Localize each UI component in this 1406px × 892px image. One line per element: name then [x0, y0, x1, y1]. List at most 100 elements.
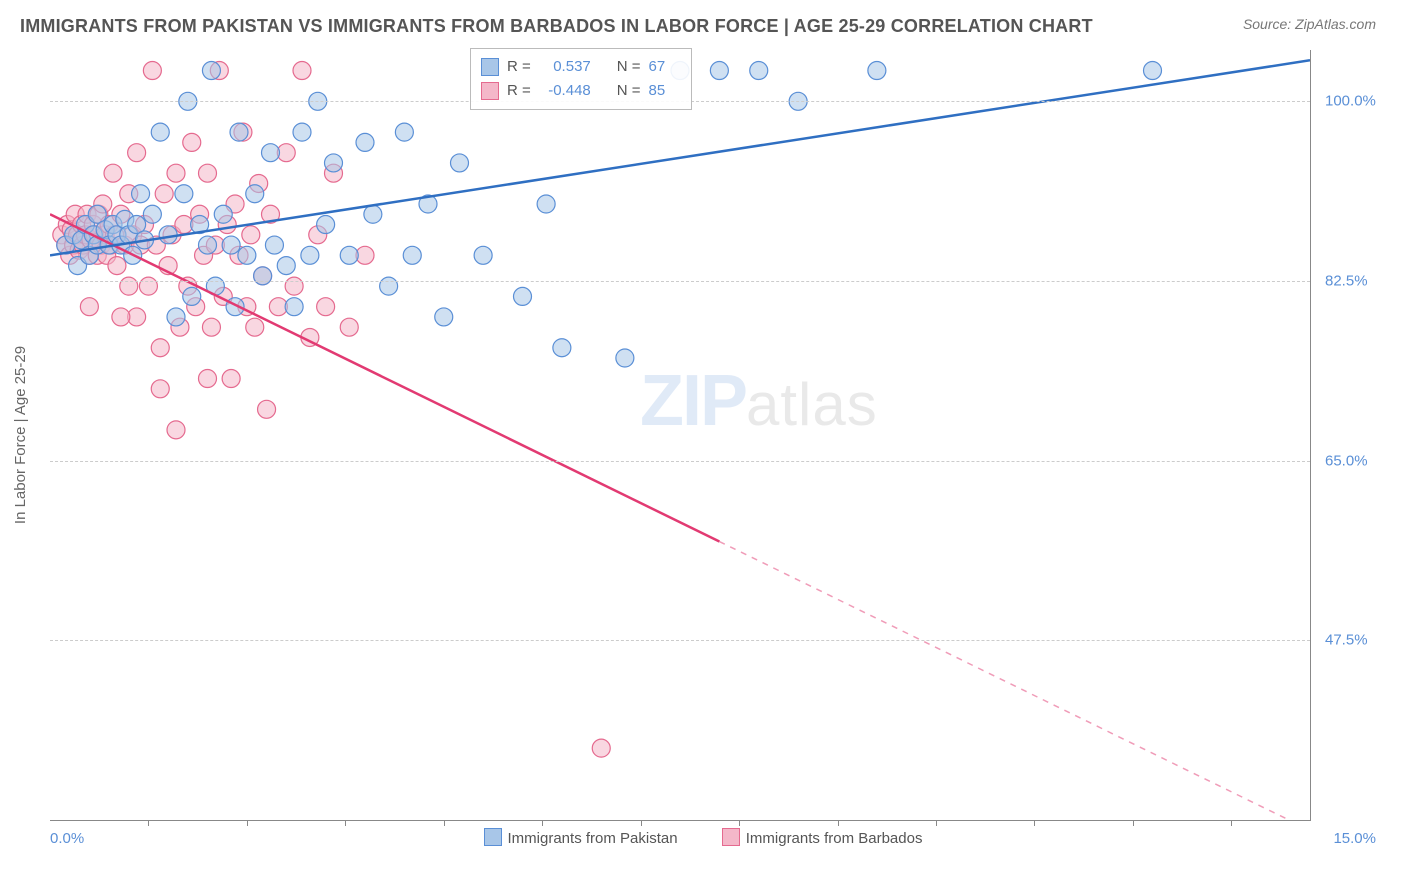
x-tick: [1231, 820, 1232, 826]
data-point: [356, 133, 374, 151]
data-point: [120, 277, 138, 295]
legend-row-barbados: R = -0.448 N = 85: [481, 79, 677, 103]
data-point: [202, 62, 220, 80]
data-point: [230, 123, 248, 141]
data-point: [202, 318, 220, 336]
data-point: [340, 246, 358, 264]
data-point: [317, 298, 335, 316]
x-tick: [542, 820, 543, 826]
data-point: [293, 62, 311, 80]
y-tick-label: 100.0%: [1325, 93, 1385, 110]
x-tick: [148, 820, 149, 826]
data-point: [167, 308, 185, 326]
legend-swatch-pakistan: [484, 828, 502, 846]
x-tick: [345, 820, 346, 826]
data-point: [537, 195, 555, 213]
data-point: [616, 349, 634, 367]
legend-item-barbados: Immigrants from Barbados: [722, 828, 923, 847]
data-point: [199, 236, 217, 254]
data-point: [451, 154, 469, 172]
data-point: [301, 246, 319, 264]
x-tick: [444, 820, 445, 826]
y-axis-label: In Labor Force | Age 25-29: [12, 346, 29, 524]
y-tick-label: 82.5%: [1325, 273, 1385, 290]
data-point: [325, 154, 343, 172]
data-point: [592, 739, 610, 757]
data-point: [199, 370, 217, 388]
data-point: [262, 144, 280, 162]
gridline: [50, 640, 1310, 641]
legend-n-pakistan: 67: [649, 55, 677, 79]
data-point: [265, 236, 283, 254]
data-point: [285, 277, 303, 295]
data-point: [868, 62, 886, 80]
y-tick-label: 47.5%: [1325, 632, 1385, 649]
data-point: [254, 267, 272, 285]
regression-line-extrapolated: [719, 542, 1310, 820]
bottom-legend: Immigrants from Pakistan Immigrants from…: [0, 828, 1406, 847]
data-point: [183, 133, 201, 151]
data-point: [80, 298, 98, 316]
data-point: [183, 287, 201, 305]
data-point: [514, 287, 532, 305]
legend-swatch-barbados: [481, 82, 499, 100]
legend-label-barbados: Immigrants from Barbados: [746, 830, 923, 847]
data-point: [277, 257, 295, 275]
data-point: [246, 318, 264, 336]
data-point: [139, 277, 157, 295]
source-label: Source: ZipAtlas.com: [1243, 16, 1376, 32]
x-tick: [739, 820, 740, 826]
data-point: [167, 164, 185, 182]
data-point: [364, 205, 382, 223]
x-tick: [641, 820, 642, 826]
data-point: [159, 226, 177, 244]
data-point: [222, 370, 240, 388]
data-point: [293, 123, 311, 141]
data-point: [750, 62, 768, 80]
data-point: [155, 185, 173, 203]
data-point: [395, 123, 413, 141]
data-point: [132, 185, 150, 203]
data-point: [242, 226, 260, 244]
data-point: [222, 236, 240, 254]
x-tick: [838, 820, 839, 826]
data-point: [199, 164, 217, 182]
data-point: [151, 123, 169, 141]
legend-r-pakistan: 0.537: [539, 55, 591, 79]
legend-r-label: R =: [507, 79, 531, 103]
data-point: [435, 308, 453, 326]
data-point: [238, 246, 256, 264]
legend-n-barbados: 85: [649, 79, 677, 103]
gridline: [50, 281, 1310, 282]
data-point: [128, 144, 146, 162]
data-point: [553, 339, 571, 357]
legend-label-pakistan: Immigrants from Pakistan: [508, 830, 678, 847]
x-tick: [1034, 820, 1035, 826]
data-point: [258, 400, 276, 418]
legend-r-label: R =: [507, 55, 531, 79]
x-tick: [1133, 820, 1134, 826]
regression-line: [50, 214, 719, 541]
data-point: [214, 205, 232, 223]
chart-title: IMMIGRANTS FROM PAKISTAN VS IMMIGRANTS F…: [20, 16, 1093, 37]
data-point: [403, 246, 421, 264]
data-point: [175, 185, 193, 203]
legend-n-label: N =: [617, 55, 641, 79]
data-point: [143, 205, 161, 223]
legend-swatch-pakistan: [481, 58, 499, 76]
data-point: [710, 62, 728, 80]
data-point: [151, 380, 169, 398]
data-point: [317, 216, 335, 234]
data-point: [1144, 62, 1162, 80]
y-tick-label: 65.0%: [1325, 452, 1385, 469]
data-point: [246, 185, 264, 203]
x-tick: [247, 820, 248, 826]
legend-item-pakistan: Immigrants from Pakistan: [484, 828, 678, 847]
data-point: [167, 421, 185, 439]
chart-svg: [50, 50, 1310, 820]
legend-n-label: N =: [617, 79, 641, 103]
data-point: [380, 277, 398, 295]
legend-r-barbados: -0.448: [539, 79, 591, 103]
data-point: [112, 308, 130, 326]
data-point: [340, 318, 358, 336]
